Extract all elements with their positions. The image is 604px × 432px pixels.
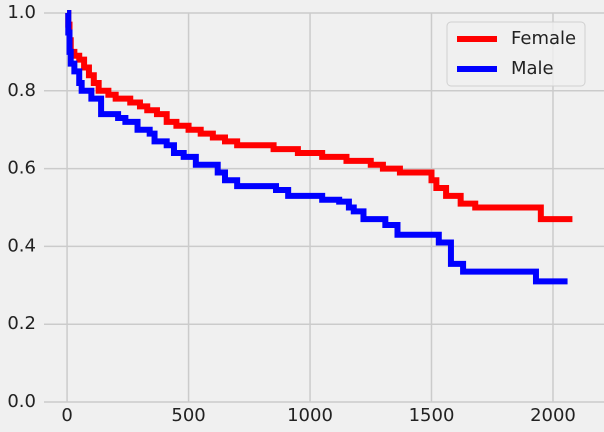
x-tick-label: 0 [61, 405, 72, 426]
legend-label: Female [511, 28, 576, 49]
x-tick-label: 500 [171, 405, 205, 426]
survival-line [65, 10, 568, 285]
legend-label: Male [511, 58, 554, 79]
x-tick-label: 2000 [530, 405, 576, 426]
x-tick-label: 1000 [287, 405, 333, 426]
y-tick-label: 0.2 [7, 313, 36, 334]
y-tick-label: 0.0 [7, 391, 36, 412]
x-tick-label: 1500 [409, 405, 455, 426]
survival-line [65, 10, 573, 223]
y-tick-label: 0.4 [7, 235, 36, 256]
legend: Female Male [446, 21, 586, 87]
y-tick-label: 0.6 [7, 158, 36, 179]
y-tick-label: 1.0 [7, 2, 36, 23]
y-tick-label: 0.8 [7, 80, 36, 101]
